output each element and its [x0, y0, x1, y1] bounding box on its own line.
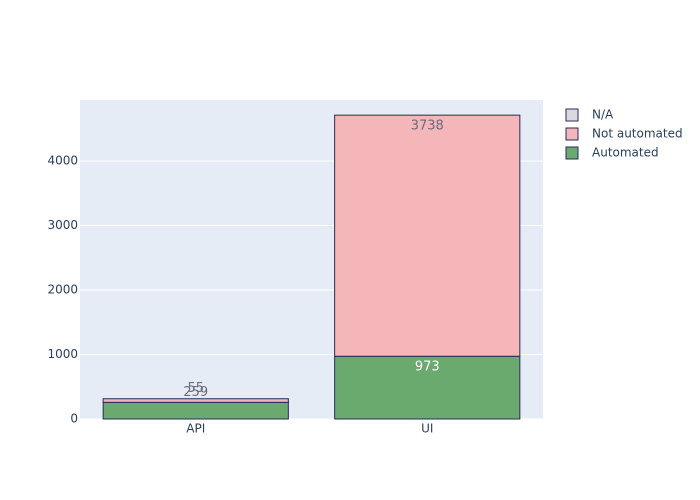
value-label: 3738: [411, 119, 444, 134]
y-tick-label: 0: [70, 412, 78, 426]
legend-label: Automated: [592, 146, 659, 160]
y-tick-label: 1000: [47, 347, 78, 361]
legend-label: Not automated: [592, 127, 683, 141]
value-label: 55: [187, 381, 204, 396]
value-label: 973: [415, 360, 440, 375]
bar-segment: [334, 114, 521, 357]
legend-swatch: [565, 108, 579, 122]
value-label: 259: [183, 385, 208, 400]
legend-swatch: [565, 146, 579, 160]
y-tick-label: 3000: [47, 218, 78, 232]
legend-swatch: [565, 127, 579, 141]
bar-segment: [102, 398, 289, 403]
y-tick-label: 2000: [47, 283, 78, 297]
bar-segment: [102, 401, 289, 420]
legend-label: N/A: [592, 108, 614, 122]
x-tick-label: UI: [421, 422, 433, 436]
y-tick-label: 4000: [47, 154, 78, 168]
x-tick-label: API: [186, 422, 205, 436]
